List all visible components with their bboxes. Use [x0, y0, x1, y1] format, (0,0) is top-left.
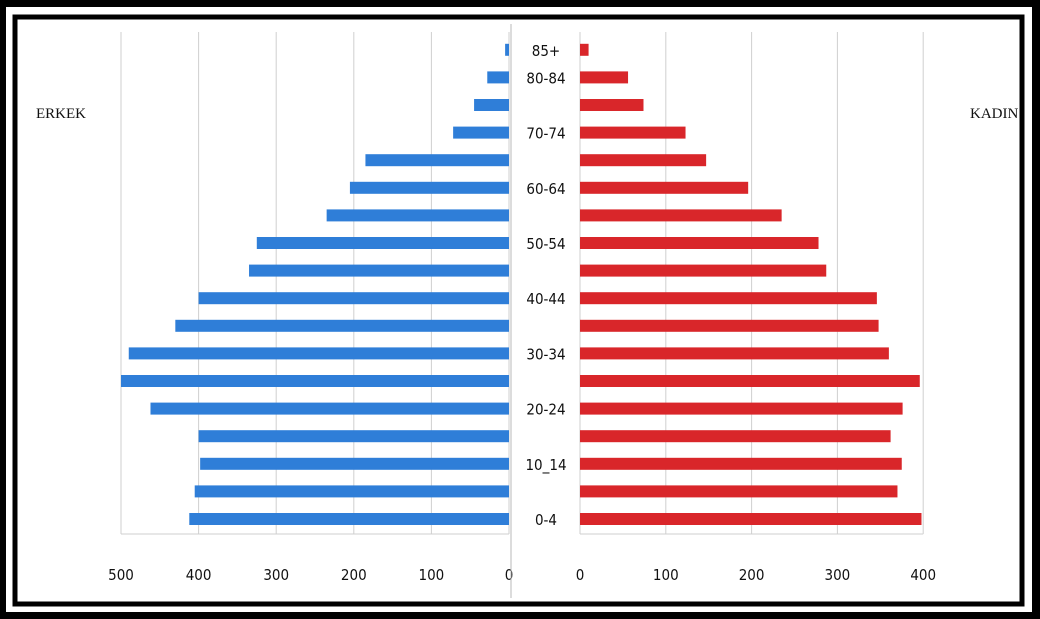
right-tick-label: 200 [739, 566, 765, 584]
kadin-bar [580, 71, 629, 84]
erkek-bar [365, 154, 509, 167]
kadin-bar [580, 292, 877, 305]
left-tick-label: 500 [108, 566, 134, 584]
kadin-bar [580, 375, 920, 387]
erkek-bar [505, 43, 509, 56]
age-group-label: 85+ [532, 42, 560, 60]
age-group-label: 40-44 [526, 290, 565, 308]
left-tick-label: 200 [341, 566, 367, 584]
erkek-bar [198, 292, 509, 305]
erkek-bar [194, 485, 509, 498]
age-group-label: 60-64 [526, 180, 565, 198]
kadin-bar [580, 319, 879, 332]
erkek-bar [150, 402, 509, 415]
kadin-bar [580, 154, 707, 167]
kadin-bar [580, 126, 686, 139]
kadin-bar [580, 237, 819, 249]
erkek-bar [487, 71, 509, 84]
left-sex-label: ERKEK [36, 106, 86, 122]
right-axis-ticks: 0 100 200 300 400 [576, 566, 936, 584]
erkek-bar [326, 209, 509, 222]
right-tick-label: 300 [825, 566, 851, 584]
right-tick-label: 400 [910, 566, 936, 584]
age-group-label: 0-4 [535, 511, 557, 529]
right-sex-label: KADIN [970, 106, 1018, 122]
erkek-bar [453, 126, 509, 139]
age-group-label: 50-54 [526, 235, 565, 253]
erkek-bar [128, 347, 509, 360]
kadin-bar [580, 457, 902, 470]
age-group-label: 10_14 [525, 456, 566, 475]
inner-border [12, 14, 1025, 607]
plot-background [23, 24, 1017, 598]
kadin-bar [580, 209, 782, 222]
age-group-label: 20-24 [526, 401, 565, 419]
kadin-bar [580, 181, 749, 194]
kadin-bar [580, 485, 898, 498]
left-axis-ticks: 500 400 300 200 100 0 [108, 566, 513, 584]
right-tick-label: 100 [653, 566, 679, 584]
kadin-bar [580, 347, 889, 360]
kadin-bar [580, 513, 922, 525]
left-tick-label: 100 [419, 566, 445, 584]
erkek-bar [175, 319, 509, 332]
left-tick-label: 400 [186, 566, 212, 584]
erkek-bar [121, 375, 509, 387]
left-gridlines [120, 32, 510, 535]
right-tick-label: 0 [576, 566, 585, 584]
kadin-bar [580, 43, 589, 56]
erkek-bar [349, 181, 509, 194]
age-group-label: 30-34 [526, 345, 565, 363]
age-group-label: 70-74 [526, 125, 565, 143]
erkek-bar [249, 264, 510, 277]
age-group-labels: 0-4 10_14 20-24 30-34 40-44 50-54 60-64 70-74 80… [525, 42, 566, 529]
erkek-bar [200, 457, 510, 470]
kadin-bar [580, 402, 903, 415]
kadin-bar [580, 99, 644, 111]
age-group-label: 80-84 [526, 69, 565, 87]
left-tick-label: 300 [263, 566, 289, 584]
kadin-bar [580, 430, 891, 443]
erkek-bar [189, 513, 509, 525]
erkek-bars [121, 43, 510, 525]
erkek-bar [256, 237, 509, 249]
left-tick-label: 0 [505, 566, 514, 584]
kadin-bar [580, 264, 827, 277]
right-gridlines [579, 32, 924, 535]
kadin-bars [580, 43, 922, 525]
erkek-bar [198, 430, 509, 443]
erkek-bar [474, 99, 509, 111]
